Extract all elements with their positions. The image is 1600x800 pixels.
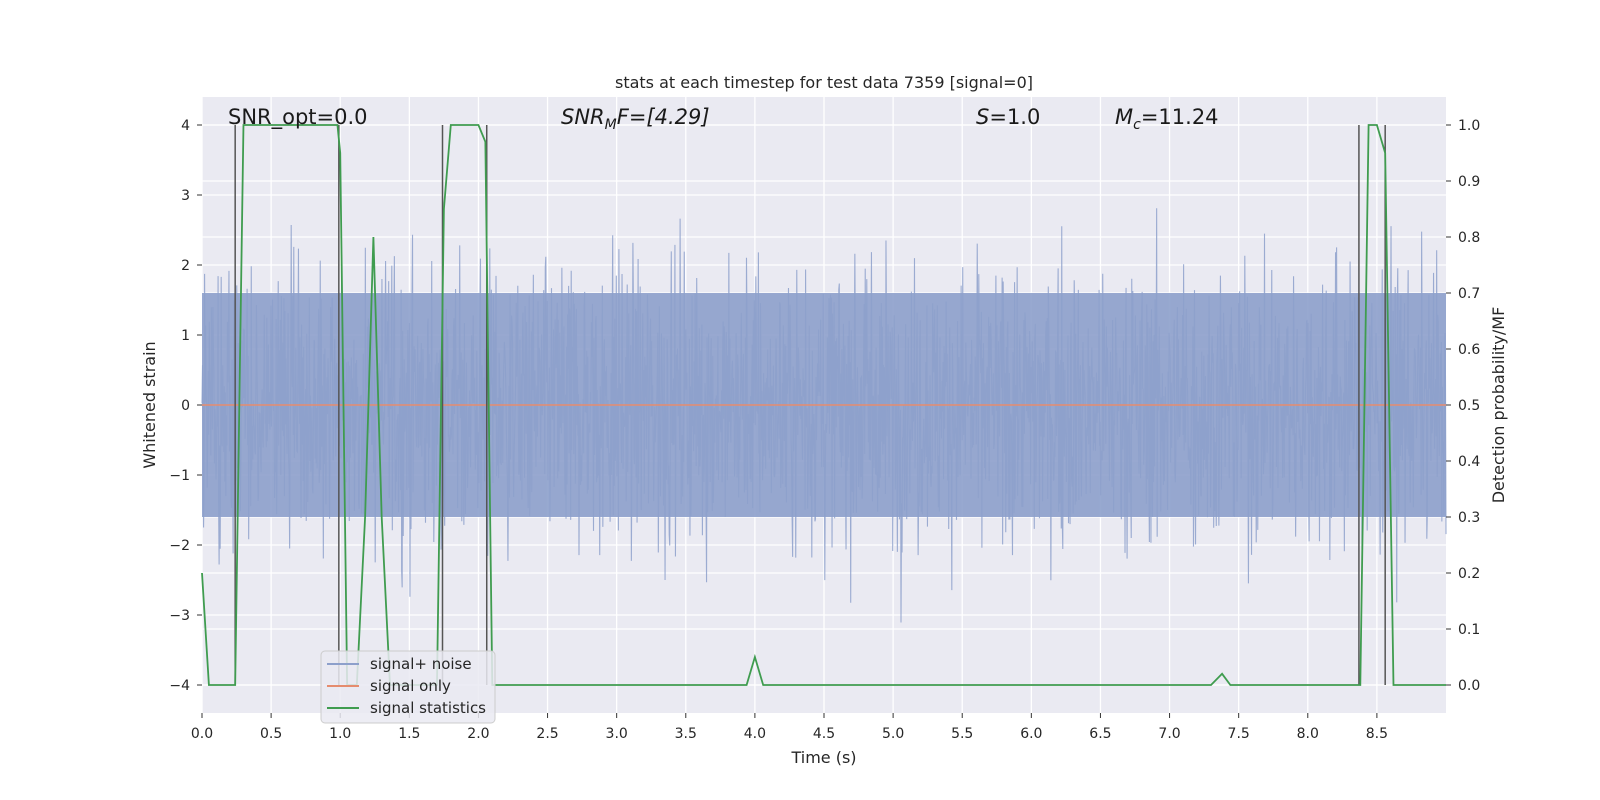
y-left-tick-label: 0: [181, 398, 190, 414]
legend: signal+ noise signal only signal statist…: [320, 650, 496, 724]
y-right-tick-label: 0.6: [1458, 342, 1480, 358]
x-tick-label: 2.0: [467, 726, 489, 742]
x-tick-label: 7.0: [1158, 726, 1180, 742]
legend-label-signal-only: signal only: [370, 677, 451, 695]
snr-mf-rest: F=[4.29]: [617, 105, 710, 129]
y-left-tick-label: −2: [169, 538, 190, 554]
x-tick-label: 0.0: [191, 726, 213, 742]
mc-main: M: [1115, 105, 1133, 129]
y-left-tick-label: −1: [169, 468, 190, 484]
legend-label-statistics: signal statistics: [370, 699, 486, 717]
x-tick-label: 1.5: [398, 726, 420, 742]
y-right-tick-label: 0.8: [1458, 230, 1480, 246]
y-right-tick-label: 1.0: [1458, 118, 1480, 134]
annotation-mc-value: Mc=11.24: [1115, 105, 1219, 133]
annotation-snr-mf: SNRMF=[4.29]: [561, 105, 710, 133]
y-left-tick-label: −4: [169, 678, 190, 694]
statistics-line: [201, 124, 1446, 686]
y-right-tick-label: 0.0: [1458, 678, 1480, 694]
x-tick-label: 4.5: [813, 726, 835, 742]
x-tick-label: 0.5: [260, 726, 282, 742]
mc-rest: =11.24: [1141, 105, 1219, 129]
legend-label-noise: signal+ noise: [370, 655, 472, 673]
y-right-tick-label: 0.5: [1458, 398, 1480, 414]
s-rest: =1.0: [989, 105, 1040, 129]
axis-ticks: 0.0 0.5 1.0 1.5 2.0 2.5 3.0 3.5 4.0 4.5 5.0 5.5 6.0 6…: [169, 118, 1480, 742]
y-right-tick-label: 0.4: [1458, 454, 1480, 470]
x-tick-label: 8.0: [1297, 726, 1319, 742]
y-left-tick-label: −3: [169, 608, 190, 624]
annotation-snr-opt: SNR_opt=0.0: [228, 105, 368, 130]
x-tick-label: 7.5: [1228, 726, 1250, 742]
x-axis-label: Time (s): [790, 748, 856, 767]
mc-sub: c: [1133, 117, 1141, 133]
legend-box: [320, 650, 496, 724]
y-left-tick-label: 2: [181, 258, 190, 274]
s-main: S: [976, 105, 989, 129]
y-right-tick-label: 0.7: [1458, 286, 1480, 302]
y-right-tick-label: 0.1: [1458, 622, 1480, 638]
annotation-s-value: S=1.0: [976, 105, 1040, 129]
x-tick-label: 1.0: [329, 726, 351, 742]
y-left-tick-label: 4: [181, 118, 190, 134]
snr-mf-sub: M: [605, 117, 617, 133]
chart-title: stats at each timestep for test data 735…: [615, 73, 1033, 92]
y-left-tick-label: 3: [181, 188, 190, 204]
x-tick-label: 5.0: [882, 726, 904, 742]
statistics-series: [201, 124, 1446, 686]
x-tick-label: 8.5: [1366, 726, 1388, 742]
x-tick-label: 3.0: [606, 726, 628, 742]
y-axis-right-label: Detection probability/MF: [1489, 307, 1508, 504]
x-tick-label: 4.0: [744, 726, 766, 742]
y-right-tick-label: 0.9: [1458, 174, 1480, 190]
x-tick-label: 5.5: [951, 726, 973, 742]
snr-mf-main: SNR: [561, 105, 605, 129]
y-right-tick-label: 0.3: [1458, 510, 1480, 526]
x-tick-label: 6.0: [1020, 726, 1042, 742]
x-tick-label: 3.5: [675, 726, 697, 742]
x-tick-label: 2.5: [536, 726, 558, 742]
y-right-tick-label: 0.2: [1458, 566, 1480, 582]
y-axis-left-label: Whitened strain: [140, 341, 159, 468]
x-tick-label: 6.5: [1089, 726, 1111, 742]
y-left-tick-label: 1: [181, 328, 190, 344]
